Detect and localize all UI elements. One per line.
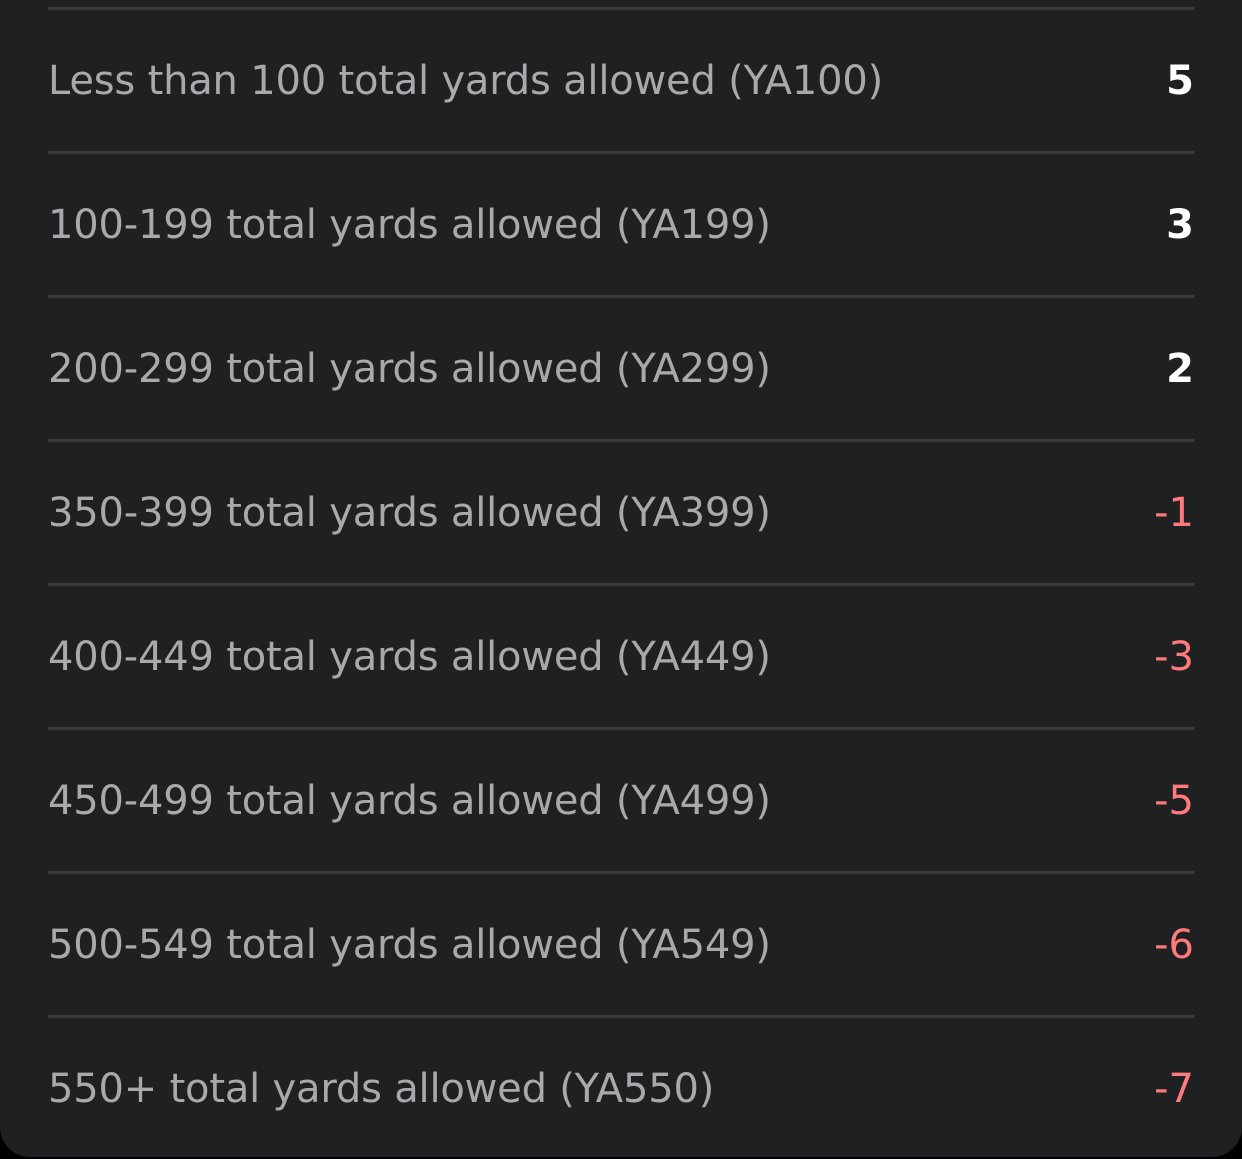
rule-label: 100-199 total yards allowed (YA199) (48, 201, 771, 248)
list-item: 200-299 total yards allowed (YA299) 2 (48, 298, 1194, 442)
rule-label: 400-449 total yards allowed (YA449) (48, 633, 771, 680)
rule-points: -3 (1154, 633, 1194, 680)
rule-points: -1 (1154, 489, 1194, 536)
rule-label: 350-399 total yards allowed (YA399) (48, 489, 771, 536)
rule-points: 2 (1166, 345, 1194, 392)
rule-points: -7 (1154, 1065, 1194, 1112)
rule-points: 3 (1166, 201, 1194, 248)
yards-allowed-list: Less than 100 total yards allowed (YA100… (48, 7, 1194, 1159)
rule-label: 200-299 total yards allowed (YA299) (48, 345, 771, 392)
rule-label: Less than 100 total yards allowed (YA100… (48, 57, 884, 104)
rule-label: 550+ total yards allowed (YA550) (48, 1065, 715, 1112)
list-item: 550+ total yards allowed (YA550) -7 (48, 1018, 1194, 1159)
rule-points: -6 (1154, 921, 1194, 968)
list-item: 500-549 total yards allowed (YA549) -6 (48, 874, 1194, 1018)
list-item: Less than 100 total yards allowed (YA100… (48, 10, 1194, 154)
rule-label: 450-499 total yards allowed (YA499) (48, 777, 771, 824)
list-item: 100-199 total yards allowed (YA199) 3 (48, 154, 1194, 298)
list-item: 450-499 total yards allowed (YA499) -5 (48, 730, 1194, 874)
rule-points: 5 (1166, 57, 1194, 104)
rule-points: -5 (1154, 777, 1194, 824)
rule-label: 500-549 total yards allowed (YA549) (48, 921, 771, 968)
list-item: 350-399 total yards allowed (YA399) -1 (48, 442, 1194, 586)
list-item: 400-449 total yards allowed (YA449) -3 (48, 586, 1194, 730)
